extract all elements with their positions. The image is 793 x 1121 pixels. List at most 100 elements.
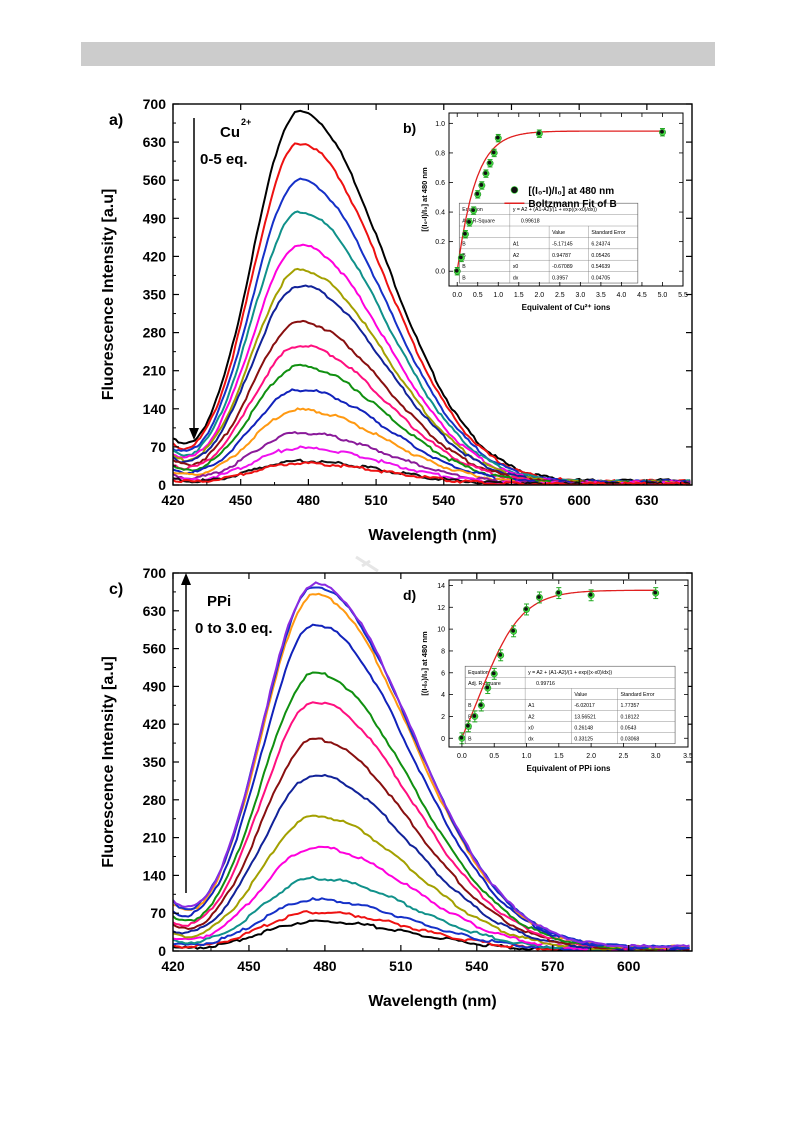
inset-y-tick-label: 0.4 [435,210,445,217]
table-cell: 0.03068 [620,736,639,742]
y-tick-label: 0 [158,477,166,493]
data-point-core [483,171,488,176]
data-point-core [653,590,658,595]
inset-x-tick-label: 0.0 [452,292,462,299]
data-point-core [487,160,492,165]
y-tick-label: 420 [143,248,167,264]
spectrum-line-a-15 [173,461,691,485]
data-point-core [459,735,464,740]
spectra-a [173,109,691,485]
table-cell: A1 [513,241,519,247]
data-point-core [454,268,459,273]
fit-table-frame [464,665,676,745]
inset-y-axis-title: [(I₀-I)/I₀] at 480 nm [420,167,429,232]
arrow-head-up [181,573,191,585]
y-tick-label: 700 [143,96,167,112]
table-cell: 0.04705 [591,276,610,282]
titration-range: 0 to 3.0 eq. [195,620,273,637]
y-tick-label: 560 [143,172,167,188]
inset-x-axis-title: Equivalent of PPi ions [526,764,611,773]
inset-x-tick-label: 2.0 [534,292,544,299]
y-tick-label: 630 [143,134,167,150]
inset-y-tick-label: 6 [441,670,445,677]
table-cell: 0.18122 [620,714,639,720]
inset-y-tick-label: 8 [441,648,445,655]
spectrum-line-c-7 [173,737,690,951]
spectrum-line-c-2 [173,897,690,951]
table-cell: 0.94787 [552,253,571,259]
y-tick-label: 420 [143,716,167,732]
ion-label: PPi [207,593,231,610]
inset-x-tick-label: 1.0 [522,753,532,760]
inset-panel-label: b) [403,120,416,136]
spectrum-line-c-9 [173,671,690,951]
legend-label-data: [(I₀-I)/I₀] at 480 nm [528,186,614,197]
x-tick-label: 630 [635,492,659,508]
x-tick-label: 420 [161,958,185,974]
y-tick-label: 560 [143,641,167,657]
x-axis-title: Wavelength (nm) [368,527,496,544]
table-cell: dx [528,736,534,742]
data-point-core [491,671,496,676]
y-tick-label: 350 [143,754,167,770]
y-axis-title: Fluorescence Intensity [a.u] [100,656,117,868]
inset-x-tick-label: 1.0 [493,292,503,299]
legend-label-fit: Boltzmann Fit of B [528,199,616,210]
x-tick-label: 570 [541,958,565,974]
inset-x-tick-label: 3.0 [576,292,586,299]
data-point-core [495,135,500,140]
data-point-core [467,220,471,224]
inset-y-tick-label: 2 [441,714,445,721]
table-cell: 0.05426 [591,253,610,259]
inset-x-axis-title: Equivalent of Cu²⁺ ions [522,303,611,312]
table-col-error: Standard Error [620,692,654,698]
data-point-core [498,652,503,657]
y-axis-title: Fluorescence Intensity [a.u] [100,189,117,401]
table-cell: B [462,241,466,247]
y-tick-label: 280 [143,792,167,808]
table-cell: -0.67089 [552,264,573,270]
inset-x-tick-label: 4.0 [617,292,627,299]
data-point-core [491,150,496,155]
y-tick-label: 70 [150,905,166,921]
data-point-core [475,191,480,196]
header-bar [81,42,715,66]
inset-y-tick-label: 0.2 [435,239,445,246]
y-tick-label: 140 [143,867,167,883]
x-tick-label: 540 [465,958,489,974]
table-cell: 0.0543 [620,725,636,731]
table-cell: B [462,253,466,259]
spectrum-line-c-6 [173,773,690,951]
x-axis-title: Wavelength (nm) [368,993,496,1010]
arrow-head-down [189,428,199,440]
table-cell: B [468,703,472,709]
data-point-core [556,590,561,595]
inset-y-tick-label: 14 [437,583,445,590]
table-cell: 6.24374 [591,241,610,247]
inset-y-tick-label: 0.6 [435,180,445,187]
inset-panel-label: d) [403,587,416,603]
inset-y-tick-label: 4 [441,692,445,699]
fit-table-frame [458,202,639,284]
x-tick-label: 480 [297,492,321,508]
x-tick-label: 420 [161,492,185,508]
y-tick-label: 490 [143,678,167,694]
data-point-core [465,723,470,728]
inset-x-tick-label: 5.5 [678,292,688,299]
table-cell: B [468,736,472,742]
data-point-core [471,208,476,212]
chart-panel-c: 420 450 480 510 540 570 6000701402102803504204… [100,565,693,1010]
table-cell: -5.17145 [552,241,573,247]
inset-y-tick-label: 0.0 [435,269,445,276]
x-tick-label: 510 [389,958,413,974]
data-point-core [588,592,593,597]
panel-label-a: a) [109,112,123,129]
inset-legend: [(I₀-I)/I₀] at 480 nm Boltzmann Fit of B [504,186,617,210]
inset-x-tick-label: 1.5 [554,753,564,760]
table-cell: dx [513,276,519,282]
x-tick-label: 450 [237,958,261,974]
inset-x-tick-label: 2.0 [586,753,596,760]
table-cell: B [462,276,466,282]
